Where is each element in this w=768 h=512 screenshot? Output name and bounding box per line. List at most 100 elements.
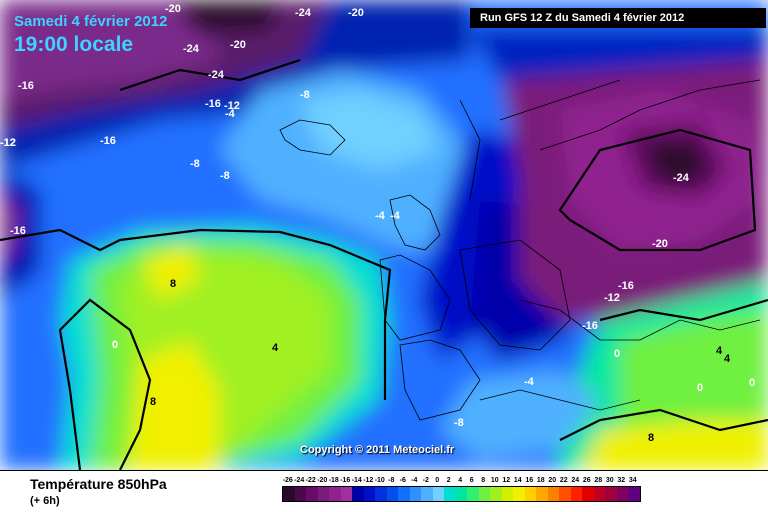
contour-label: -16 <box>205 98 221 110</box>
copyright-text: Copyright © 2011 Meteociel.fr <box>300 444 455 456</box>
scale-label: -8 <box>388 477 395 484</box>
scale-label: 14 <box>513 477 522 484</box>
scale-label: -14 <box>351 477 362 484</box>
scale-label: -16 <box>340 477 351 484</box>
scale-label: -10 <box>374 477 385 484</box>
scale-label: -2 <box>422 477 429 484</box>
scale-swatch <box>524 487 536 501</box>
contour-label: -8 <box>300 89 310 101</box>
contour-label: -8 <box>190 158 200 170</box>
scale-label: 18 <box>536 477 545 484</box>
scale-label: 28 <box>594 477 603 484</box>
scale-swatch <box>616 487 628 501</box>
contour-label: 4 <box>716 345 723 357</box>
contour-label: -20 <box>652 238 668 250</box>
scale-swatch <box>409 487 421 501</box>
contour-label: 8 <box>648 432 654 444</box>
scale-swatch <box>352 487 364 501</box>
contour-label: 0 <box>697 382 703 394</box>
contour-label: -16 <box>18 80 34 92</box>
scale-swatch <box>306 487 318 501</box>
scale-swatch <box>421 487 433 501</box>
contour-label: -8 <box>454 417 464 429</box>
scale-swatch <box>582 487 594 501</box>
scale-label: 4 <box>458 477 463 484</box>
scale-swatch <box>513 487 525 501</box>
scale-swatch <box>363 487 375 501</box>
color-scale: -26 -24 -22 -20 -18 -16 -14 -12 -10 -8 -6 -4 -2 0 2 4 6 8… <box>282 477 641 502</box>
contour-label: -24 <box>295 7 312 19</box>
scale-swatch <box>386 487 398 501</box>
scale-swatch <box>490 487 502 501</box>
scale-label: -6 <box>399 477 406 484</box>
map-title: Température 850hPa <box>30 476 167 492</box>
date-label: Samedi 4 février 2012 <box>14 13 168 30</box>
scale-label: -12 <box>363 477 374 484</box>
contour-label: -16 <box>10 225 26 237</box>
contour-label: 4 <box>724 353 731 365</box>
scale-swatch <box>340 487 352 501</box>
scale-label: -4 <box>411 477 418 484</box>
scale-swatch <box>283 487 295 501</box>
contour-label: 8 <box>170 278 176 290</box>
scale-label: 32 <box>617 477 626 484</box>
isotherms <box>0 58 768 470</box>
scale-bar <box>282 486 641 502</box>
contour-label: -24 <box>183 43 200 55</box>
scale-label: 34 <box>628 477 637 484</box>
scale-swatch <box>536 487 548 501</box>
contour-label: -16 <box>582 320 598 332</box>
scale-label: 2 <box>446 477 451 484</box>
contour-label: -20 <box>348 7 364 19</box>
contour-label: -16 <box>618 280 634 292</box>
coastlines <box>279 79 761 421</box>
scale-swatch <box>294 487 306 501</box>
contour-labels: -20 -24 -20 -24 -20 -24 -16 -16 -12 -16 … <box>0 3 755 444</box>
scale-label: -24 <box>294 477 305 484</box>
scale-label: 20 <box>548 477 557 484</box>
scale-label: -26 <box>282 477 293 484</box>
contour-label: -12 <box>0 137 16 149</box>
contour-label: -24 <box>673 172 690 184</box>
scale-label: 22 <box>559 477 568 484</box>
scale-swatch <box>628 487 640 501</box>
contour-label: -16 <box>100 135 116 147</box>
scale-label: 0 <box>435 477 440 484</box>
contour-label: -24 <box>208 69 225 81</box>
scale-label: -20 <box>317 477 328 484</box>
time-label: 19:00 locale <box>14 33 134 56</box>
scale-swatch <box>559 487 571 501</box>
contour-label: -12 <box>224 100 240 112</box>
contour-label: -4 <box>390 210 401 222</box>
scale-labels: -26 -24 -22 -20 -18 -16 -14 -12 -10 -8 -6 -4 -2 0 2 4 6 8… <box>282 477 641 484</box>
contour-label: 4 <box>272 342 279 354</box>
scale-swatch <box>317 487 329 501</box>
scale-swatch <box>501 487 513 501</box>
contour-label: 0 <box>749 377 755 389</box>
scale-swatch <box>547 487 559 501</box>
scale-label: -18 <box>328 477 339 484</box>
contour-label: -12 <box>0 137 16 149</box>
scale-swatch <box>605 487 617 501</box>
scale-swatch <box>444 487 456 501</box>
temperature-field <box>0 0 768 470</box>
scale-swatch <box>593 487 605 501</box>
scale-label: 10 <box>490 477 499 484</box>
scale-swatch <box>467 487 479 501</box>
contour-label: -20 <box>230 39 246 51</box>
contour-label: 0 <box>112 339 118 351</box>
legend-footer: Température 850hPa (+ 6h) -26 -24 -22 -20 -1… <box>0 470 768 512</box>
contour-label: -20 <box>165 3 181 15</box>
scale-label: -22 <box>305 477 316 484</box>
scale-swatch <box>432 487 444 501</box>
scale-label: 16 <box>525 477 534 484</box>
scale-label: 8 <box>481 477 486 484</box>
contour-label: -4 <box>375 210 386 222</box>
temperature-map: -20 -24 -20 -24 -20 -24 -16 -16 -12 -16 … <box>0 0 768 470</box>
scale-label: 6 <box>469 477 474 484</box>
scale-label: 30 <box>605 477 614 484</box>
contour-label: 8 <box>150 396 156 408</box>
scale-swatch <box>398 487 410 501</box>
scale-swatch <box>375 487 387 501</box>
